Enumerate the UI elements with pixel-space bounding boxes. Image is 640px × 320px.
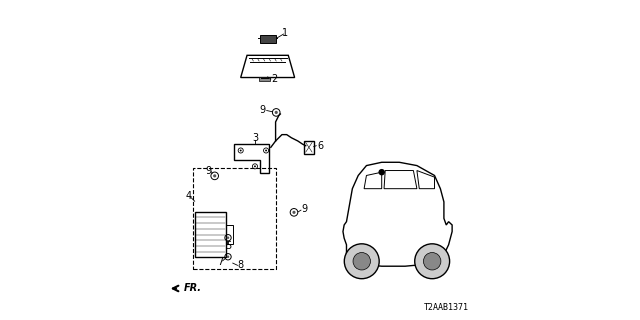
- Circle shape: [227, 236, 229, 239]
- Text: 9: 9: [260, 105, 266, 115]
- Text: T2AAB1371: T2AAB1371: [424, 303, 469, 312]
- Circle shape: [292, 211, 296, 214]
- Bar: [259, 77, 270, 81]
- Text: 5: 5: [225, 241, 231, 251]
- Text: 6: 6: [317, 141, 323, 151]
- Text: 3: 3: [252, 133, 258, 143]
- Circle shape: [227, 255, 229, 258]
- Text: 8: 8: [237, 260, 244, 270]
- Text: 9: 9: [301, 204, 307, 214]
- Circle shape: [265, 149, 267, 151]
- Polygon shape: [260, 35, 276, 43]
- Circle shape: [240, 149, 242, 151]
- Bar: [193, 168, 276, 269]
- Text: 4: 4: [186, 191, 191, 202]
- Text: 7: 7: [217, 257, 223, 267]
- Circle shape: [254, 165, 256, 167]
- Circle shape: [424, 252, 441, 270]
- Circle shape: [353, 252, 371, 270]
- Circle shape: [415, 244, 450, 279]
- Text: 1: 1: [282, 28, 288, 38]
- Circle shape: [344, 244, 379, 279]
- Text: 9: 9: [205, 166, 211, 176]
- Circle shape: [213, 174, 216, 178]
- Text: FR.: FR.: [184, 284, 202, 293]
- Bar: [195, 212, 227, 257]
- Circle shape: [275, 111, 278, 114]
- Circle shape: [379, 170, 384, 175]
- Text: 2: 2: [271, 74, 277, 84]
